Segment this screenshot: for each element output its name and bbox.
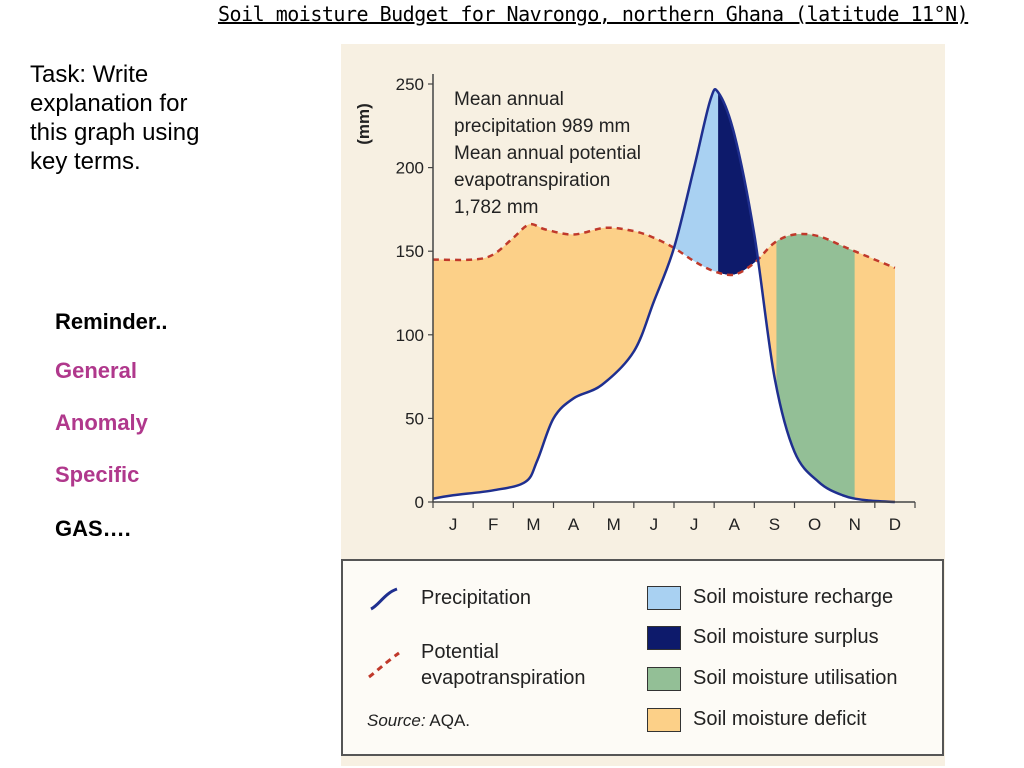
x-tick-label: M	[607, 515, 621, 534]
legend-precipitation-line	[370, 587, 398, 611]
chart-source: Source: AQA.	[367, 711, 470, 731]
legend-label-precipitation: Precipitation	[421, 587, 532, 609]
legend-swatch-deficit	[647, 708, 681, 732]
y-tick-label: 200	[396, 159, 424, 178]
legend-label-surplus: Soil moisture surplus	[693, 626, 879, 648]
x-tick-label: S	[769, 515, 780, 534]
annotation-line: evapotranspiration	[454, 170, 610, 191]
task-text: Task: Write explanation for this graph u…	[30, 61, 200, 175]
reminder-item-general: General	[55, 358, 137, 383]
y-tick-label: 50	[405, 409, 424, 428]
y-axis-unit-label: (mm)	[354, 103, 373, 145]
legend-label-recharge: Soil moisture recharge	[693, 586, 894, 608]
legend-label-deficit: Soil moisture deficit	[693, 708, 867, 730]
annotation-line: Mean annual potential	[454, 143, 641, 164]
legend-pet-line	[368, 651, 400, 679]
chart-legend: Precipitation Potential evapotranspirati…	[341, 559, 944, 756]
x-tick-label: J	[449, 515, 458, 534]
series-precipitation-line	[432, 88, 895, 504]
x-tick-label: A	[568, 515, 580, 534]
slide-title: Soil moisture Budget for Navrongo, north…	[218, 2, 969, 26]
annotation-line: precipitation 989 mm	[454, 116, 630, 137]
annotation-line: 1,782 mm	[454, 197, 538, 218]
source-prefix: Source:	[367, 711, 426, 730]
source-value: AQA.	[429, 711, 471, 730]
reminder-item-specific: Specific	[55, 462, 140, 487]
legend-line-samples	[368, 587, 400, 679]
x-tick-label: D	[889, 515, 901, 534]
x-tick-label: N	[849, 515, 861, 534]
x-tick-label: J	[690, 515, 699, 534]
x-tick-label: A	[729, 515, 741, 534]
reminder-footer: GAS….	[55, 516, 131, 541]
x-tick-label: M	[526, 515, 540, 534]
soil-moisture-chart: 0 50 100 150 200 250 (mm) J F M A M J J A S O N D Mean ann…	[354, 74, 916, 534]
x-tick-label: J	[650, 515, 659, 534]
annotation-line: Mean annual	[454, 89, 564, 110]
legend-swatch-surplus	[647, 626, 681, 650]
y-tick-label: 150	[396, 242, 424, 261]
y-tick-label: 250	[396, 75, 424, 94]
y-tick-label: 0	[415, 493, 424, 512]
x-tick-label: F	[488, 515, 498, 534]
legend-label-pet-line1: Potential	[421, 641, 499, 663]
reminder-title: Reminder..	[55, 309, 168, 334]
y-tick-label: 100	[396, 326, 424, 345]
legend-swatch-utilisation	[647, 667, 681, 691]
deficit-mask-2	[433, 224, 895, 502]
legend-label-utilisation: Soil moisture utilisation	[693, 667, 898, 689]
deficit-winter-area	[854, 224, 895, 502]
reminder-item-anomaly: Anomaly	[55, 410, 148, 435]
legend-swatch-recharge	[647, 586, 681, 610]
x-tick-label: O	[808, 515, 821, 534]
legend-label-pet-line2: evapotranspiration	[421, 667, 586, 689]
series-pet-line	[432, 222, 896, 277]
